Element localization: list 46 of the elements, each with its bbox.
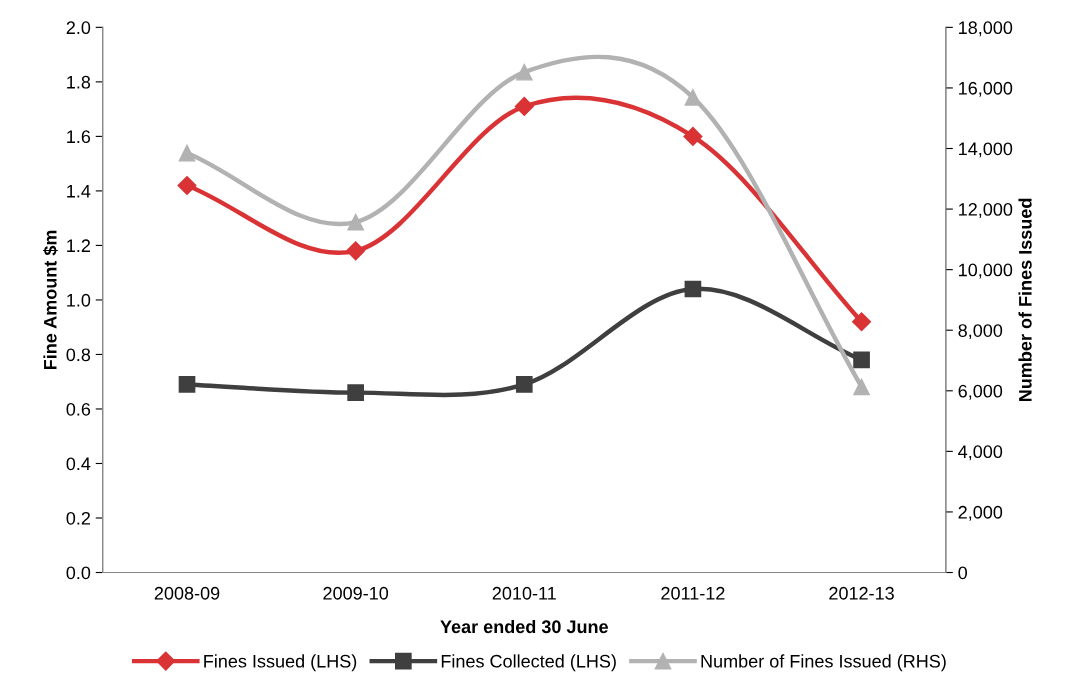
point [853, 351, 870, 369]
y2-tick-label: 18,000 [959, 21, 1013, 37]
point [178, 376, 196, 393]
point [347, 213, 364, 231]
y-tick-label: 1.8 [67, 75, 91, 89]
y2-tick-label: 4,000 [958, 445, 1003, 461]
y2-axis-title: Number of Fines Issued [1018, 198, 1032, 402]
y2-tick-label: 16,000 [959, 81, 1013, 97]
point [347, 384, 364, 401]
point [684, 280, 702, 298]
point [515, 63, 533, 81]
point [177, 175, 197, 195]
y-tick-label: 0.4 [66, 457, 91, 471]
y-tick-label: 2.0 [66, 21, 91, 35]
x-tick-label: 2011-12 [661, 586, 725, 600]
y-axis-title: Fine Amount $m [43, 230, 58, 370]
legend-label: Fines Issued (LHS) [204, 654, 357, 672]
point [853, 378, 870, 396]
y-tick-label: 0.0 [66, 566, 91, 580]
x-tick-label: 2009-10 [323, 586, 389, 600]
point [514, 96, 534, 116]
y-tick-label: 1.6 [67, 130, 91, 144]
point [178, 144, 196, 162]
y2-tick-label: 0 [958, 566, 968, 580]
y2-tick-label: 10,000 [959, 263, 1013, 279]
y-tick-label: 0.2 [66, 511, 90, 525]
x-tick-label: 2012-13 [829, 586, 894, 600]
y-tick-label: 1.0 [67, 293, 91, 307]
y2-tick-label: 14,000 [959, 142, 1013, 158]
y2-tick-label: 2,000 [958, 505, 1003, 521]
y2-tick-label: 8,000 [958, 324, 1003, 340]
y-tick-label: 1.2 [67, 239, 90, 252]
point [683, 126, 703, 146]
x-tick-label: 2010-11 [492, 586, 556, 600]
point [346, 241, 366, 261]
y-tick-label: 1.4 [67, 185, 91, 198]
point [515, 376, 533, 393]
x-tick-label: 2008-09 [154, 586, 220, 600]
y2-tick-label: 6,000 [958, 384, 1003, 400]
x-axis-title: Year ended 30 June [440, 619, 608, 634]
point [852, 312, 872, 332]
legend-label: Number of Fines Issued (RHS) [701, 654, 946, 672]
legend-label: Fines Collected (LHS) [441, 654, 616, 672]
y-tick-label: 0.8 [66, 348, 91, 362]
y-tick-label: 0.6 [66, 402, 91, 416]
y2-tick-label: 12,000 [959, 203, 1013, 218]
